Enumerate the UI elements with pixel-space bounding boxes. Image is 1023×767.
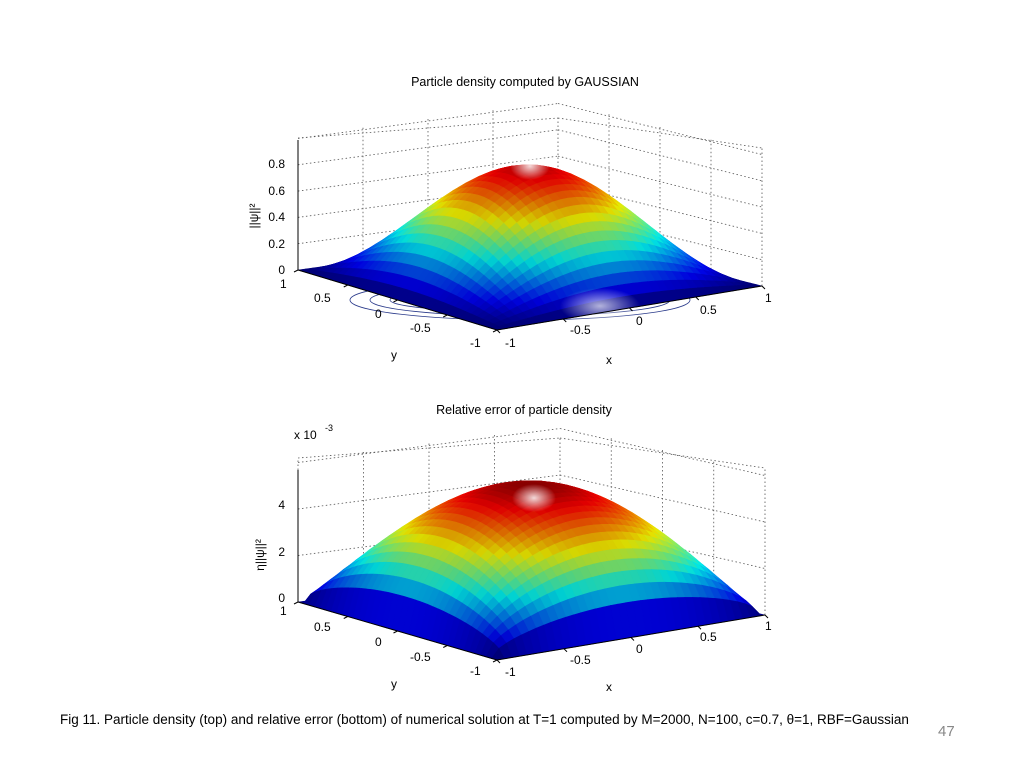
page-number: 47: [938, 723, 955, 740]
specular-highlight: [510, 152, 550, 180]
z-tick-label: 0.2: [268, 237, 285, 251]
x-tick-label: -0.5: [570, 323, 591, 337]
y-tick-label: -0.5: [410, 650, 431, 664]
z-tick-label: 0: [278, 263, 285, 277]
surface: [297, 164, 763, 331]
z-ticks: 0.8 0.6 0.4 0.2 0: [268, 157, 285, 277]
exponent-value: -3: [325, 423, 333, 433]
y-tick-label: 0.5: [314, 291, 331, 305]
x-tick-label: -1: [505, 336, 516, 350]
x-tick-label: -0.5: [570, 653, 591, 667]
x-ticks: -1 -0.5 0 0.5 1: [505, 619, 772, 679]
z-tick-label: 2: [278, 545, 285, 559]
axes: [293, 470, 769, 664]
axes: [293, 140, 766, 334]
z-tick-label: 0: [278, 591, 285, 605]
specular-highlight: [560, 288, 640, 324]
z-tick-label: 0.8: [268, 157, 285, 171]
y-tick-label: -1: [470, 336, 481, 350]
z-tick-label: 4: [278, 498, 285, 512]
x-tick-label: -1: [505, 665, 516, 679]
figure-caption: Fig 11. Particle density (top) and relat…: [60, 712, 909, 727]
x-axis-label: x: [606, 353, 612, 367]
x-tick-label: 0: [636, 314, 643, 328]
z-axis-label: ||ψ||²: [247, 203, 261, 228]
y-tick-label: 0: [375, 635, 382, 649]
surface: [297, 480, 766, 661]
z-ticks: 4 2 0: [278, 498, 285, 605]
x-tick-label: 0.5: [700, 630, 717, 644]
y-ticks: 1 0.5 0 -0.5 -1: [280, 604, 481, 678]
plot-title: Relative error of particle density: [436, 403, 613, 417]
exponent-label: x 10: [294, 428, 317, 442]
x-tick-label: 1: [765, 291, 772, 305]
x-tick-label: 0.5: [700, 303, 717, 317]
x-tick-label: 1: [765, 619, 772, 633]
z-tick-label: 0.4: [268, 210, 285, 224]
specular-highlight: [512, 484, 556, 512]
plot-relative-error: Relative error of particle density x 10 …: [253, 403, 772, 694]
y-ticks: 1 0.5 0 -0.5 -1: [280, 277, 481, 350]
y-tick-label: -1: [470, 664, 481, 678]
plot-title: Particle density computed by GAUSSIAN: [411, 75, 639, 89]
y-tick-label: 0.5: [314, 620, 331, 634]
y-axis-label: y: [391, 348, 397, 362]
z-tick-label: 0.6: [268, 184, 285, 198]
y-tick-label: 0: [375, 307, 382, 321]
x-axis-label: x: [606, 680, 612, 694]
x-ticks: -1 -0.5 0 0.5 1: [505, 291, 772, 350]
x-tick-label: 0: [636, 642, 643, 656]
y-tick-label: -0.5: [410, 321, 431, 335]
y-tick-label: 1: [280, 277, 287, 291]
z-axis-label: η||ψ||²: [253, 539, 267, 571]
y-axis-label: y: [391, 677, 397, 691]
plot-particle-density: Particle density computed by GAUSSIAN 0.…: [247, 75, 772, 367]
y-tick-label: 1: [280, 604, 287, 618]
